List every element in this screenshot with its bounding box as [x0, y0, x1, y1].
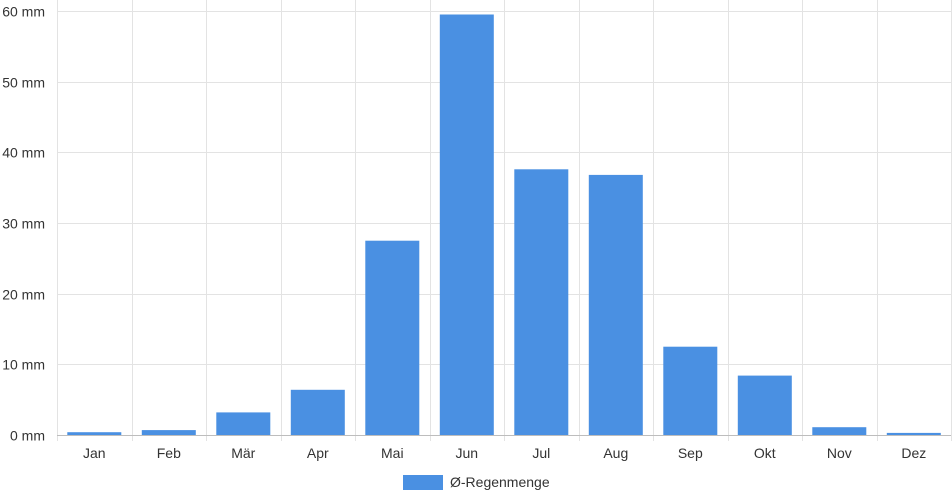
bar-nov[interactable]: [812, 427, 867, 435]
x-tick-label: Jun: [456, 445, 479, 461]
y-tick-label: 40 mm: [2, 145, 45, 161]
bar-jun[interactable]: [439, 14, 494, 436]
bar-apr[interactable]: [290, 389, 345, 435]
bar-okt[interactable]: [737, 375, 792, 435]
y-tick-label: 0 mm: [10, 428, 45, 444]
legend-label[interactable]: Ø-Regenmenge: [450, 474, 550, 490]
legend-swatch[interactable]: [403, 475, 443, 490]
bar-jul[interactable]: [514, 169, 569, 436]
y-axis-ticks: 0 mm 10 mm 20 mm 30 mm 40 mm 50 mm 60 mm: [2, 4, 45, 444]
legend[interactable]: Ø-Regenmenge: [403, 474, 550, 490]
bar-feb[interactable]: [141, 430, 196, 435]
bar-series: [67, 14, 941, 436]
y-tick-label: 30 mm: [2, 216, 45, 232]
x-tick-label: Apr: [307, 445, 329, 461]
bar-mär[interactable]: [216, 412, 271, 435]
bar-aug[interactable]: [588, 174, 643, 435]
x-axis-ticks: Jan Feb Mär Apr Mai Jun Jul Aug Sep Okt Nov Dez: [83, 445, 926, 461]
x-tick-label: Dez: [901, 445, 926, 461]
y-tick-label: 10 mm: [2, 357, 45, 373]
y-tick-label: 20 mm: [2, 287, 45, 303]
x-tick-label: Mai: [381, 445, 404, 461]
x-tick-label: Jan: [83, 445, 106, 461]
bar-jan[interactable]: [67, 432, 122, 435]
x-tick-label: Mär: [231, 445, 255, 461]
x-tick-label: Okt: [754, 445, 776, 461]
x-tick-label: Aug: [603, 445, 628, 461]
bar-mai[interactable]: [365, 240, 420, 435]
grid-lines: [57, 0, 952, 441]
x-tick-label: Feb: [157, 445, 181, 461]
x-tick-label: Jul: [532, 445, 550, 461]
bar-dez[interactable]: [886, 432, 941, 435]
x-tick-label: Nov: [827, 445, 852, 461]
y-tick-label: 50 mm: [2, 75, 45, 91]
y-tick-label: 60 mm: [2, 4, 45, 20]
bar-sep[interactable]: [663, 346, 718, 435]
x-tick-label: Sep: [678, 445, 703, 461]
